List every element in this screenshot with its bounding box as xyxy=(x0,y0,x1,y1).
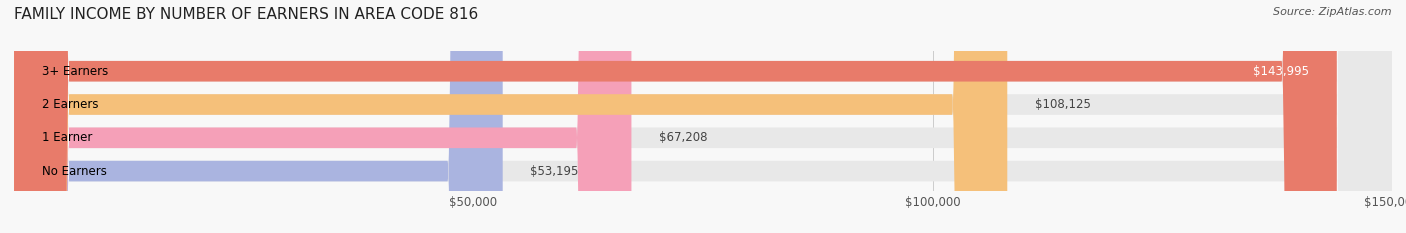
Text: 3+ Earners: 3+ Earners xyxy=(42,65,108,78)
FancyBboxPatch shape xyxy=(14,0,1392,233)
FancyBboxPatch shape xyxy=(14,0,1392,233)
Text: 2 Earners: 2 Earners xyxy=(42,98,98,111)
Text: No Earners: No Earners xyxy=(42,164,107,178)
FancyBboxPatch shape xyxy=(14,0,1392,233)
FancyBboxPatch shape xyxy=(14,0,503,233)
Text: 1 Earner: 1 Earner xyxy=(42,131,91,144)
Text: $67,208: $67,208 xyxy=(659,131,707,144)
Text: $108,125: $108,125 xyxy=(1035,98,1091,111)
FancyBboxPatch shape xyxy=(14,0,1007,233)
FancyBboxPatch shape xyxy=(14,0,1392,233)
Text: FAMILY INCOME BY NUMBER OF EARNERS IN AREA CODE 816: FAMILY INCOME BY NUMBER OF EARNERS IN AR… xyxy=(14,7,478,22)
Text: Source: ZipAtlas.com: Source: ZipAtlas.com xyxy=(1274,7,1392,17)
Text: $53,195: $53,195 xyxy=(530,164,579,178)
FancyBboxPatch shape xyxy=(14,0,631,233)
Text: $143,995: $143,995 xyxy=(1253,65,1309,78)
FancyBboxPatch shape xyxy=(14,0,1337,233)
